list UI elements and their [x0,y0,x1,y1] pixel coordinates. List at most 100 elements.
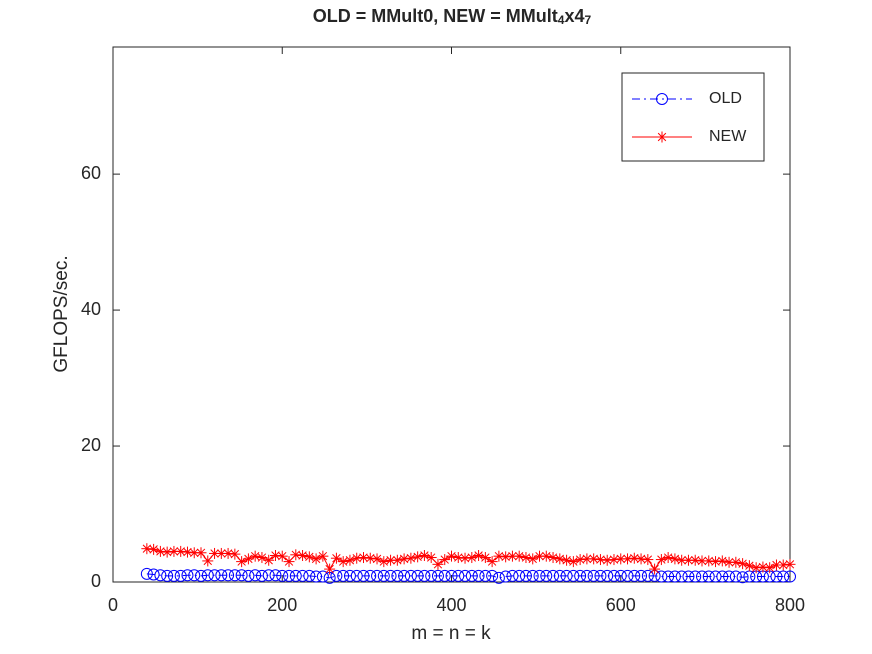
data-point [588,553,600,565]
data-point [601,554,613,566]
data-point [506,569,519,582]
data-point [574,554,586,566]
data-point-stroke [162,547,172,557]
data-point [526,569,539,582]
data-point-stroke [176,547,185,556]
data-point [147,568,160,581]
data-point [784,570,796,583]
data-point-stroke [508,551,517,561]
data-point-stroke [217,549,226,558]
data-point-stroke [190,548,199,557]
data-point [242,569,255,582]
data-point [642,554,654,566]
data-point [222,547,234,559]
data-point [682,570,695,583]
data-point-stroke [406,554,416,563]
data-point-stroke [318,551,328,561]
data-point-stroke [494,551,504,561]
data-point [757,561,769,573]
data-point-stroke [345,556,355,565]
data-point [519,569,532,582]
data-point [587,569,600,582]
data-point-stroke [169,547,179,556]
data-point [269,549,281,561]
data-point [473,549,485,561]
data-point-stroke [542,551,551,561]
data-point-stroke [691,556,700,565]
data-point [316,570,329,583]
data-point-stroke [596,555,605,564]
data-point [492,571,505,584]
data-point [140,567,153,580]
data-point-stroke [399,554,409,564]
data-point [364,569,377,582]
data-point [486,569,499,582]
data-point-stroke [589,554,598,564]
data-point [689,554,701,566]
legend-label: OLD [709,90,742,107]
data-point [364,552,376,564]
data-point-stroke [156,547,165,556]
data-point-stroke [718,556,727,566]
data-point [283,556,295,568]
data-point-stroke [751,563,761,572]
data-point [317,550,329,562]
data-point-stroke [481,553,490,562]
data-point [235,569,248,582]
data-point [297,549,309,561]
data-point-stroke [420,551,429,560]
data-point [161,546,173,558]
data-point-stroke [223,549,233,558]
data-point-stroke [582,554,592,564]
data-point [249,550,261,562]
data-point-stroke [338,557,348,566]
data-point [425,552,437,564]
data-point [181,546,193,558]
legend-label: NEW [709,128,747,145]
data-point [486,556,498,568]
data-point [188,569,201,582]
data-point [710,556,722,568]
data-point [357,552,369,564]
data-point [702,570,715,583]
data-point [628,569,641,582]
data-point [174,569,187,582]
data-point-stroke [257,553,267,562]
data-point-stroke [575,555,585,564]
legend-box [621,72,765,162]
data-point [479,569,492,582]
data-point-stroke [460,554,470,563]
x-tick-label: 600 [606,595,636,615]
data-point-stroke [298,551,307,560]
data-point-stroke [149,545,158,554]
data-point-stroke [562,556,571,565]
data-point [540,550,552,562]
data-point-stroke [454,553,463,562]
data-point [669,553,681,565]
data-point [784,558,796,570]
y-tick-label: 40 [81,299,101,319]
data-point [561,554,573,566]
data-point [499,570,512,583]
data-point [452,569,465,582]
data-point-stroke [772,560,781,570]
x-axis-label: m = n = k [411,623,491,644]
data-point-stroke [623,554,632,564]
data-point-stroke [535,551,544,561]
title-part: 7 [585,13,592,27]
data-point-stroke [366,554,375,563]
data-point [580,569,593,582]
y-axis-label: GFLOPS/sec. [51,255,72,372]
data-point-stroke [474,551,483,560]
data-point [262,569,275,582]
x-tick-label: 200 [267,595,297,615]
data-point [554,553,566,565]
data-point-stroke [291,550,300,560]
data-point-stroke [210,549,219,558]
data-point-stroke [785,560,795,569]
title-part: OLD = MMult0, NEW = MMult [313,6,558,26]
data-point-stroke [447,551,456,561]
data-point [574,569,587,582]
data-point [378,556,390,568]
data-point [154,569,167,582]
